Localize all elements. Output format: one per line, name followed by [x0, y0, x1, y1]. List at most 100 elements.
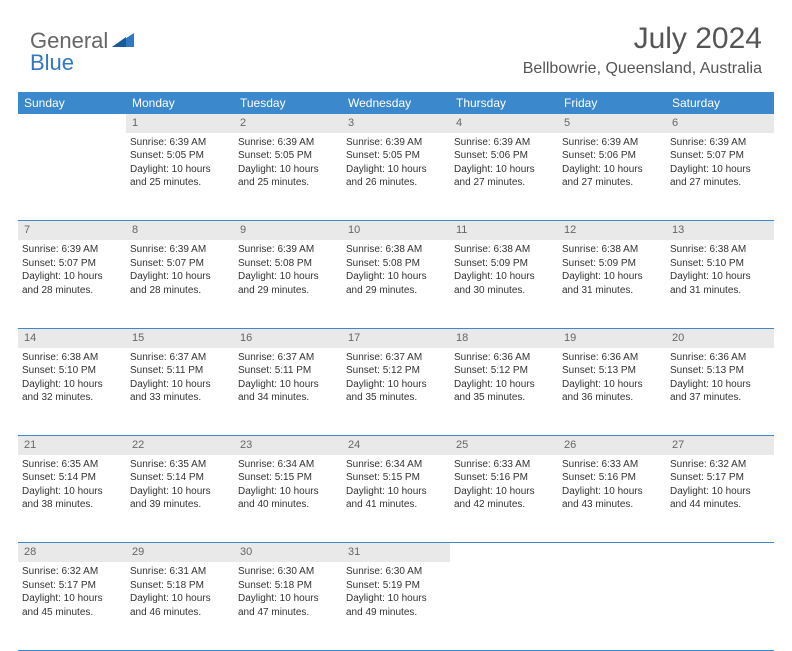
day-number-cell: 19 [558, 328, 666, 347]
day-number-cell [666, 543, 774, 562]
day-content-text: Sunrise: 6:31 AMSunset: 5:18 PMDaylight:… [126, 562, 234, 623]
logo-text-blue: Blue [30, 50, 74, 75]
day-content-cell: Sunrise: 6:38 AMSunset: 5:08 PMDaylight:… [342, 240, 450, 328]
day-content-cell: Sunrise: 6:33 AMSunset: 5:16 PMDaylight:… [558, 455, 666, 543]
day-content-text: Sunrise: 6:39 AMSunset: 5:06 PMDaylight:… [558, 133, 666, 194]
day-number-row: 21222324252627 [18, 436, 774, 455]
header: General July 2024 Bellbowrie, Queensland… [0, 0, 792, 82]
day-content-cell: Sunrise: 6:37 AMSunset: 5:11 PMDaylight:… [126, 348, 234, 436]
day-content-cell: Sunrise: 6:37 AMSunset: 5:11 PMDaylight:… [234, 348, 342, 436]
day-number-cell: 4 [450, 114, 558, 133]
day-number-cell: 3 [342, 114, 450, 133]
day-content-cell: Sunrise: 6:39 AMSunset: 5:06 PMDaylight:… [558, 133, 666, 221]
day-content-text: Sunrise: 6:37 AMSunset: 5:12 PMDaylight:… [342, 348, 450, 409]
day-content-cell: Sunrise: 6:32 AMSunset: 5:17 PMDaylight:… [666, 455, 774, 543]
title-block: July 2024 Bellbowrie, Queensland, Austra… [523, 22, 762, 78]
day-content-cell: Sunrise: 6:31 AMSunset: 5:18 PMDaylight:… [126, 562, 234, 650]
day-number-cell: 29 [126, 543, 234, 562]
day-number-cell [558, 543, 666, 562]
day-content-text: Sunrise: 6:36 AMSunset: 5:13 PMDaylight:… [558, 348, 666, 409]
day-content-cell: Sunrise: 6:39 AMSunset: 5:05 PMDaylight:… [342, 133, 450, 221]
day-content-cell: Sunrise: 6:39 AMSunset: 5:05 PMDaylight:… [234, 133, 342, 221]
day-number-cell: 11 [450, 221, 558, 240]
weekday-header: Sunday [18, 92, 126, 114]
day-content-text: Sunrise: 6:38 AMSunset: 5:10 PMDaylight:… [666, 240, 774, 301]
day-content-row: Sunrise: 6:32 AMSunset: 5:17 PMDaylight:… [18, 562, 774, 650]
day-content-text: Sunrise: 6:33 AMSunset: 5:16 PMDaylight:… [450, 455, 558, 516]
day-content-row: Sunrise: 6:35 AMSunset: 5:14 PMDaylight:… [18, 455, 774, 543]
day-content-cell: Sunrise: 6:34 AMSunset: 5:15 PMDaylight:… [342, 455, 450, 543]
day-content-cell: Sunrise: 6:36 AMSunset: 5:13 PMDaylight:… [666, 348, 774, 436]
calendar-table: Sunday Monday Tuesday Wednesday Thursday… [18, 92, 774, 651]
weekday-header: Thursday [450, 92, 558, 114]
weekday-header: Wednesday [342, 92, 450, 114]
logo-blue-text: Blue [30, 50, 74, 76]
day-number-cell: 18 [450, 328, 558, 347]
day-content-text [558, 562, 666, 569]
day-content-cell: Sunrise: 6:38 AMSunset: 5:10 PMDaylight:… [18, 348, 126, 436]
day-content-text: Sunrise: 6:39 AMSunset: 5:07 PMDaylight:… [18, 240, 126, 301]
weekday-header: Friday [558, 92, 666, 114]
weekday-header-row: Sunday Monday Tuesday Wednesday Thursday… [18, 92, 774, 114]
day-number-cell: 1 [126, 114, 234, 133]
day-content-cell: Sunrise: 6:33 AMSunset: 5:16 PMDaylight:… [450, 455, 558, 543]
day-number-cell: 24 [342, 436, 450, 455]
day-content-text: Sunrise: 6:30 AMSunset: 5:19 PMDaylight:… [342, 562, 450, 623]
day-number-cell: 15 [126, 328, 234, 347]
day-content-text: Sunrise: 6:32 AMSunset: 5:17 PMDaylight:… [666, 455, 774, 516]
day-number-cell: 12 [558, 221, 666, 240]
day-number-cell: 31 [342, 543, 450, 562]
day-number-cell: 9 [234, 221, 342, 240]
day-content-text [450, 562, 558, 569]
day-content-cell: Sunrise: 6:36 AMSunset: 5:13 PMDaylight:… [558, 348, 666, 436]
day-number-cell: 6 [666, 114, 774, 133]
day-content-text: Sunrise: 6:30 AMSunset: 5:18 PMDaylight:… [234, 562, 342, 623]
day-content-row: Sunrise: 6:39 AMSunset: 5:05 PMDaylight:… [18, 133, 774, 221]
weekday-header: Saturday [666, 92, 774, 114]
day-number-cell: 27 [666, 436, 774, 455]
day-number-cell: 25 [450, 436, 558, 455]
day-content-text: Sunrise: 6:38 AMSunset: 5:09 PMDaylight:… [558, 240, 666, 301]
location-subtitle: Bellbowrie, Queensland, Australia [523, 60, 762, 78]
day-number-row: 28293031 [18, 543, 774, 562]
day-content-text: Sunrise: 6:39 AMSunset: 5:06 PMDaylight:… [450, 133, 558, 194]
day-content-cell [666, 562, 774, 650]
day-content-cell: Sunrise: 6:32 AMSunset: 5:17 PMDaylight:… [18, 562, 126, 650]
day-number-row: 78910111213 [18, 221, 774, 240]
day-number-cell: 20 [666, 328, 774, 347]
day-number-cell: 8 [126, 221, 234, 240]
day-content-text: Sunrise: 6:34 AMSunset: 5:15 PMDaylight:… [234, 455, 342, 516]
day-content-row: Sunrise: 6:39 AMSunset: 5:07 PMDaylight:… [18, 240, 774, 328]
day-number-cell: 28 [18, 543, 126, 562]
day-content-text [666, 562, 774, 569]
day-content-text: Sunrise: 6:32 AMSunset: 5:17 PMDaylight:… [18, 562, 126, 623]
day-content-text: Sunrise: 6:39 AMSunset: 5:07 PMDaylight:… [126, 240, 234, 301]
day-content-cell: Sunrise: 6:39 AMSunset: 5:07 PMDaylight:… [18, 240, 126, 328]
day-number-row: 14151617181920 [18, 328, 774, 347]
day-content-cell [558, 562, 666, 650]
day-content-cell: Sunrise: 6:39 AMSunset: 5:07 PMDaylight:… [666, 133, 774, 221]
day-content-cell: Sunrise: 6:30 AMSunset: 5:18 PMDaylight:… [234, 562, 342, 650]
day-number-cell: 13 [666, 221, 774, 240]
day-content-cell: Sunrise: 6:39 AMSunset: 5:06 PMDaylight:… [450, 133, 558, 221]
day-content-text: Sunrise: 6:33 AMSunset: 5:16 PMDaylight:… [558, 455, 666, 516]
day-number-cell: 5 [558, 114, 666, 133]
day-number-cell: 22 [126, 436, 234, 455]
day-number-cell: 16 [234, 328, 342, 347]
day-content-text: Sunrise: 6:36 AMSunset: 5:12 PMDaylight:… [450, 348, 558, 409]
day-content-text: Sunrise: 6:36 AMSunset: 5:13 PMDaylight:… [666, 348, 774, 409]
day-number-cell: 21 [18, 436, 126, 455]
day-content-cell [450, 562, 558, 650]
day-number-cell: 10 [342, 221, 450, 240]
day-content-cell: Sunrise: 6:39 AMSunset: 5:08 PMDaylight:… [234, 240, 342, 328]
day-number-cell [450, 543, 558, 562]
day-content-text: Sunrise: 6:39 AMSunset: 5:05 PMDaylight:… [342, 133, 450, 194]
day-number-cell [18, 114, 126, 133]
month-title: July 2024 [523, 22, 762, 56]
day-content-text: Sunrise: 6:38 AMSunset: 5:10 PMDaylight:… [18, 348, 126, 409]
day-content-text: Sunrise: 6:39 AMSunset: 5:05 PMDaylight:… [126, 133, 234, 194]
day-content-cell: Sunrise: 6:34 AMSunset: 5:15 PMDaylight:… [234, 455, 342, 543]
day-content-text: Sunrise: 6:38 AMSunset: 5:09 PMDaylight:… [450, 240, 558, 301]
day-content-cell: Sunrise: 6:35 AMSunset: 5:14 PMDaylight:… [126, 455, 234, 543]
day-number-cell: 2 [234, 114, 342, 133]
